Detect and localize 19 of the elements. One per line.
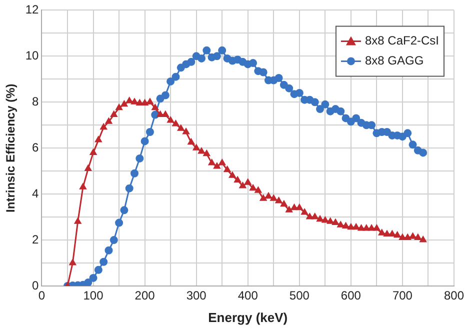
- legend-label: 8x8 GAGG: [364, 54, 424, 68]
- x-tick-label: 800: [444, 288, 464, 303]
- x-tick-label: 200: [134, 288, 156, 303]
- y-tick-label: 8: [32, 94, 40, 108]
- y-axis-title: Intrinsic Efficiency (%): [4, 84, 18, 212]
- x-tick-label: 100: [83, 288, 104, 303]
- x-tick-label: 600: [340, 288, 362, 303]
- legend-label: 8x8 CaF2-CsI: [364, 34, 440, 48]
- x-tick-label: 700: [392, 288, 413, 303]
- y-tick-label: 4: [32, 186, 40, 200]
- x-tick-label: 300: [186, 288, 207, 303]
- y-tick-label: 6: [32, 140, 40, 154]
- y-tick-label: 10: [25, 48, 40, 62]
- x-tick-label: 500: [289, 288, 310, 303]
- y-tick-label: 12: [25, 2, 40, 17]
- x-tick-label: 400: [238, 288, 258, 303]
- y-tick-label: 2: [32, 232, 40, 246]
- x-axis-title: Energy (keV): [208, 310, 288, 325]
- y-tick-label: 0: [32, 278, 40, 292]
